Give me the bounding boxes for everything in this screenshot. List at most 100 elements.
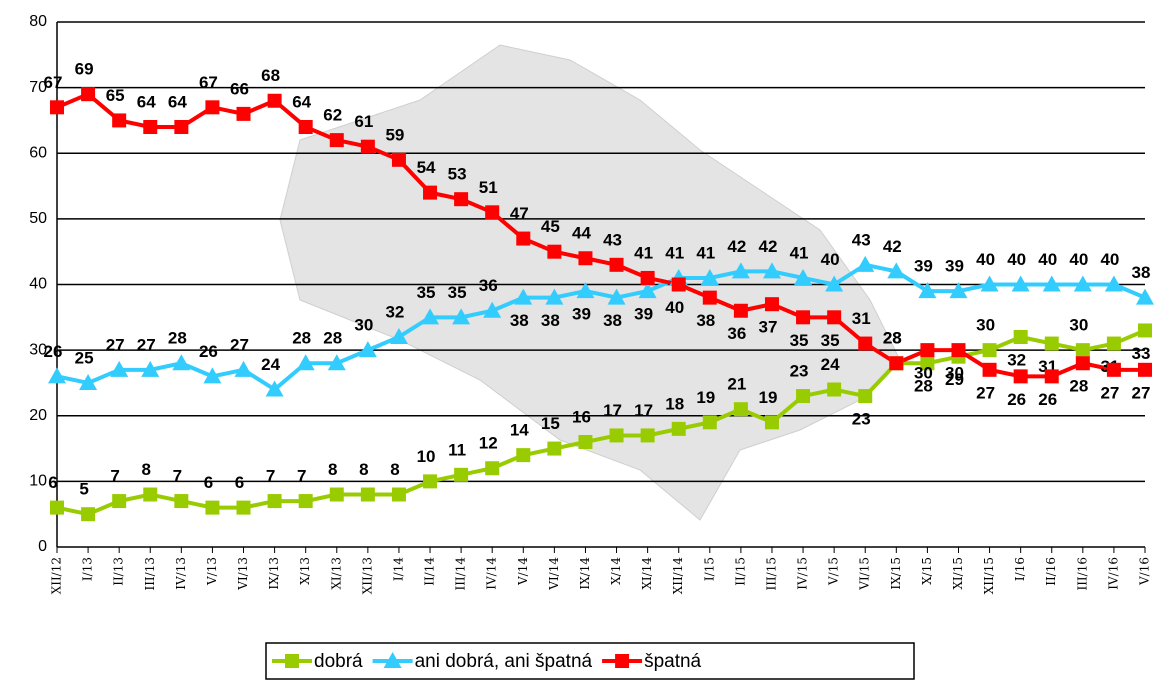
data-label: 26: [1007, 390, 1026, 409]
data-label: 27: [106, 335, 125, 354]
x-tick-label: IV/15: [796, 557, 810, 590]
data-label: 64: [168, 92, 187, 111]
data-label: 16: [572, 407, 591, 426]
data-point: [1013, 330, 1028, 344]
data-point: [1106, 336, 1121, 351]
x-tick-label: III/15: [764, 557, 778, 591]
data-label: 14: [510, 421, 529, 440]
data-point: [205, 500, 220, 515]
legend-item: ani dobrá, ani špatná: [372, 651, 593, 672]
data-label: 69: [75, 60, 94, 79]
data-label: 11: [448, 440, 466, 459]
data-label: 45: [541, 217, 560, 236]
data-point: [578, 251, 593, 266]
data-label: 18: [665, 394, 684, 413]
x-tick-label: III/14: [454, 557, 468, 591]
data-point: [1042, 275, 1061, 292]
data-point: [143, 120, 158, 134]
data-point: [640, 270, 655, 285]
y-tick-label: 70: [29, 79, 47, 96]
data-point: [516, 231, 531, 246]
data-label: 32: [1007, 350, 1026, 369]
data-label: 27: [976, 383, 995, 402]
data-point: [267, 93, 282, 108]
data-point: [112, 494, 127, 509]
legend-item: dobrá: [272, 651, 363, 672]
data-label: 42: [727, 237, 746, 256]
data-label: 26: [1038, 390, 1057, 409]
data-point: [1106, 362, 1121, 377]
data-label: 39: [634, 305, 653, 324]
data-point: [267, 494, 282, 509]
data-label: 21: [727, 375, 746, 394]
data-label: 38: [696, 311, 715, 330]
data-point: [360, 487, 375, 502]
data-label: 12: [479, 434, 498, 453]
data-point: [141, 360, 160, 377]
data-point: [329, 133, 344, 148]
data-label: 19: [696, 388, 715, 407]
data-label: 64: [137, 92, 156, 111]
data-point: [547, 441, 562, 456]
data-label: 19: [759, 388, 778, 407]
data-label: 27: [1100, 383, 1119, 402]
data-label: 28: [883, 329, 902, 348]
data-point: [920, 356, 935, 371]
legend-marker: [615, 654, 630, 668]
data-label: 28: [323, 329, 342, 348]
data-label: 29: [945, 370, 964, 389]
data-label: 53: [448, 165, 467, 184]
y-tick-label: 40: [29, 276, 47, 293]
legend-item: špatná: [602, 651, 702, 672]
data-point: [796, 389, 811, 404]
data-label: 43: [852, 230, 871, 249]
data-label: 15: [541, 414, 560, 433]
data-point: [1138, 362, 1152, 377]
data-point: [143, 487, 158, 502]
data-point: [454, 192, 469, 207]
data-point: [796, 310, 811, 325]
data-label: 8: [142, 460, 151, 479]
data-label: 30: [354, 316, 373, 335]
data-label: 35: [448, 283, 467, 302]
data-label: 36: [479, 276, 498, 295]
data-label: 30: [976, 316, 995, 335]
data-point: [951, 343, 966, 358]
data-point: [329, 487, 344, 502]
x-tick-label: V/14: [516, 557, 530, 586]
data-label: 5: [79, 480, 88, 499]
data-label: 10: [417, 447, 436, 466]
data-point: [982, 343, 997, 358]
x-tick-label: II/15: [733, 557, 747, 586]
data-point: [702, 290, 717, 305]
x-tick-label: IX/15: [889, 557, 903, 590]
data-point: [949, 282, 968, 299]
data-label: 23: [852, 410, 871, 429]
data-label: 8: [328, 460, 337, 479]
data-label: 8: [390, 460, 399, 479]
data-point: [516, 448, 531, 463]
data-label: 24: [261, 355, 280, 374]
data-point: [423, 474, 438, 489]
data-point: [887, 262, 906, 279]
data-point: [452, 308, 471, 325]
data-point: [236, 106, 251, 121]
data-label: 39: [945, 257, 964, 276]
data-label: 40: [665, 298, 684, 317]
data-point: [733, 402, 748, 417]
data-point: [112, 113, 127, 128]
x-tick-label: IX/14: [578, 557, 592, 590]
data-label: 61: [354, 112, 373, 131]
x-tick-label: VI/13: [236, 557, 250, 591]
x-tick-label: II/14: [423, 557, 437, 586]
legend-label: dobrá: [314, 651, 363, 672]
data-label: 7: [266, 467, 275, 486]
data-point: [174, 120, 189, 134]
data-point: [609, 428, 624, 443]
data-point: [389, 328, 408, 344]
data-point: [827, 382, 842, 397]
data-label: 62: [323, 106, 342, 125]
data-point: [485, 461, 500, 476]
x-tick-label: IV/13: [174, 557, 188, 590]
